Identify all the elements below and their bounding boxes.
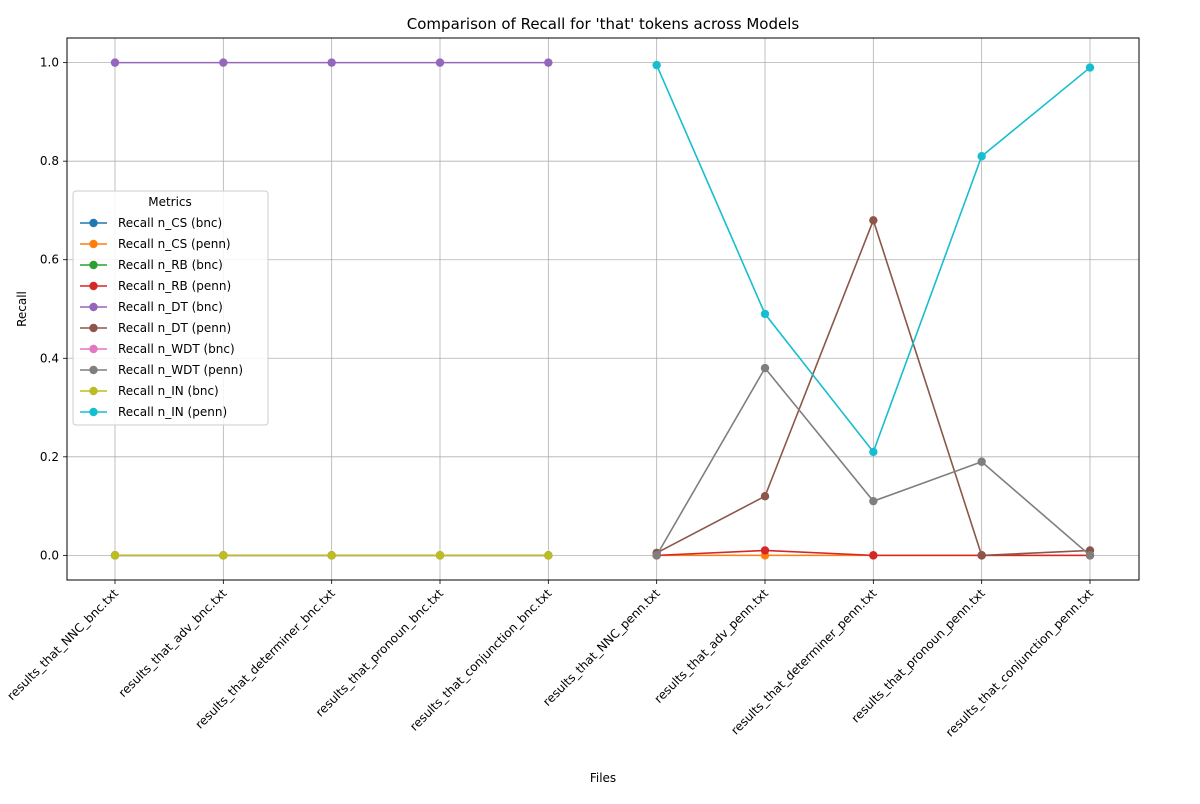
y-tick-label: 0.2 [40,450,59,464]
data-point [977,457,986,466]
data-point [652,551,661,560]
legend-marker [89,407,98,417]
data-point [435,58,445,67]
data-point [327,551,336,560]
y-tick-label: 0.6 [40,253,59,267]
x-axis-label: Files [590,771,616,785]
legend-title: Metrics [148,195,192,209]
data-point [760,309,770,319]
legend-item: Recall n_RB (penn) [80,279,231,293]
legend-label: Recall n_WDT (bnc) [118,342,235,356]
legend-item: Recall n_DT (penn) [80,321,231,335]
legend-item: Recall n_WDT (penn) [80,363,243,377]
y-axis: 0.0 0.2 0.4 0.6 0.8 1.0 [40,56,67,562]
legend-marker [89,302,98,312]
data-point [652,60,661,70]
legend-item: Recall n_WDT (bnc) [80,342,235,356]
data-point [760,363,770,373]
data-point [110,551,120,560]
data-point [544,551,553,560]
series-recall-n-in-penn [652,60,1095,457]
y-tick-label: 1.0 [40,56,59,70]
legend-box [72,190,269,426]
legend-marker [89,239,98,249]
legend-label: Recall n_CS (penn) [118,237,231,251]
data-point [435,551,445,560]
data-point [544,58,553,67]
series-recall-n-dt-bnc [110,58,553,67]
legend-item: Recall n_CS (penn) [80,237,231,251]
data-point [869,447,878,457]
plot-area-frame [66,37,1140,581]
y-tick-label: 0.4 [40,351,59,365]
legend-item: Recall n_IN (bnc) [80,384,219,398]
legend-marker [89,365,98,375]
legend-label: Recall n_RB (bnc) [118,258,223,272]
legend: Metrics Recall n_CS (bnc) Recall n_CS (pe… [72,190,269,426]
legend-label: Recall n_IN (bnc) [118,384,219,398]
data-point [977,551,986,560]
data-point [219,551,228,560]
data-point [977,152,986,161]
data-point [869,216,878,225]
legend-marker [89,323,98,333]
series-recall-n-in-bnc [110,551,553,560]
data-point [110,58,120,67]
y-tick-label: 0.8 [40,154,59,168]
y-axis-label: Recall [15,291,29,327]
legend-item: Recall n_CS (bnc) [80,216,222,230]
legend-item: Recall n_RB (bnc) [80,258,223,272]
series-group [110,58,1095,560]
data-point [760,546,770,555]
data-point [760,492,770,501]
data-point [869,496,878,506]
legend-marker [89,281,98,291]
data-point [869,551,878,560]
legend-marker [89,260,98,270]
data-point [1085,551,1095,560]
y-tick-label: 0.0 [40,548,59,562]
series-recall-n-wdt-penn [652,363,1095,560]
legend-label: Recall n_DT (bnc) [118,300,223,314]
legend-item: Recall n_DT (bnc) [80,300,223,314]
legend-label: Recall n_WDT (penn) [118,363,243,377]
legend-item: Recall n_IN (penn) [80,405,227,419]
data-point [327,58,336,67]
legend-marker [89,344,98,354]
data-point [1085,63,1095,72]
legend-label: Recall n_CS (bnc) [118,216,222,230]
data-point [219,58,228,67]
legend-label: Recall n_IN (penn) [118,405,227,419]
legend-label: Recall n_DT (penn) [118,321,231,335]
chart-title: Comparison of Recall for 'that' tokens a… [407,15,800,33]
legend-label: Recall n_RB (penn) [118,279,231,293]
legend-marker [89,218,98,228]
legend-marker [89,386,98,396]
